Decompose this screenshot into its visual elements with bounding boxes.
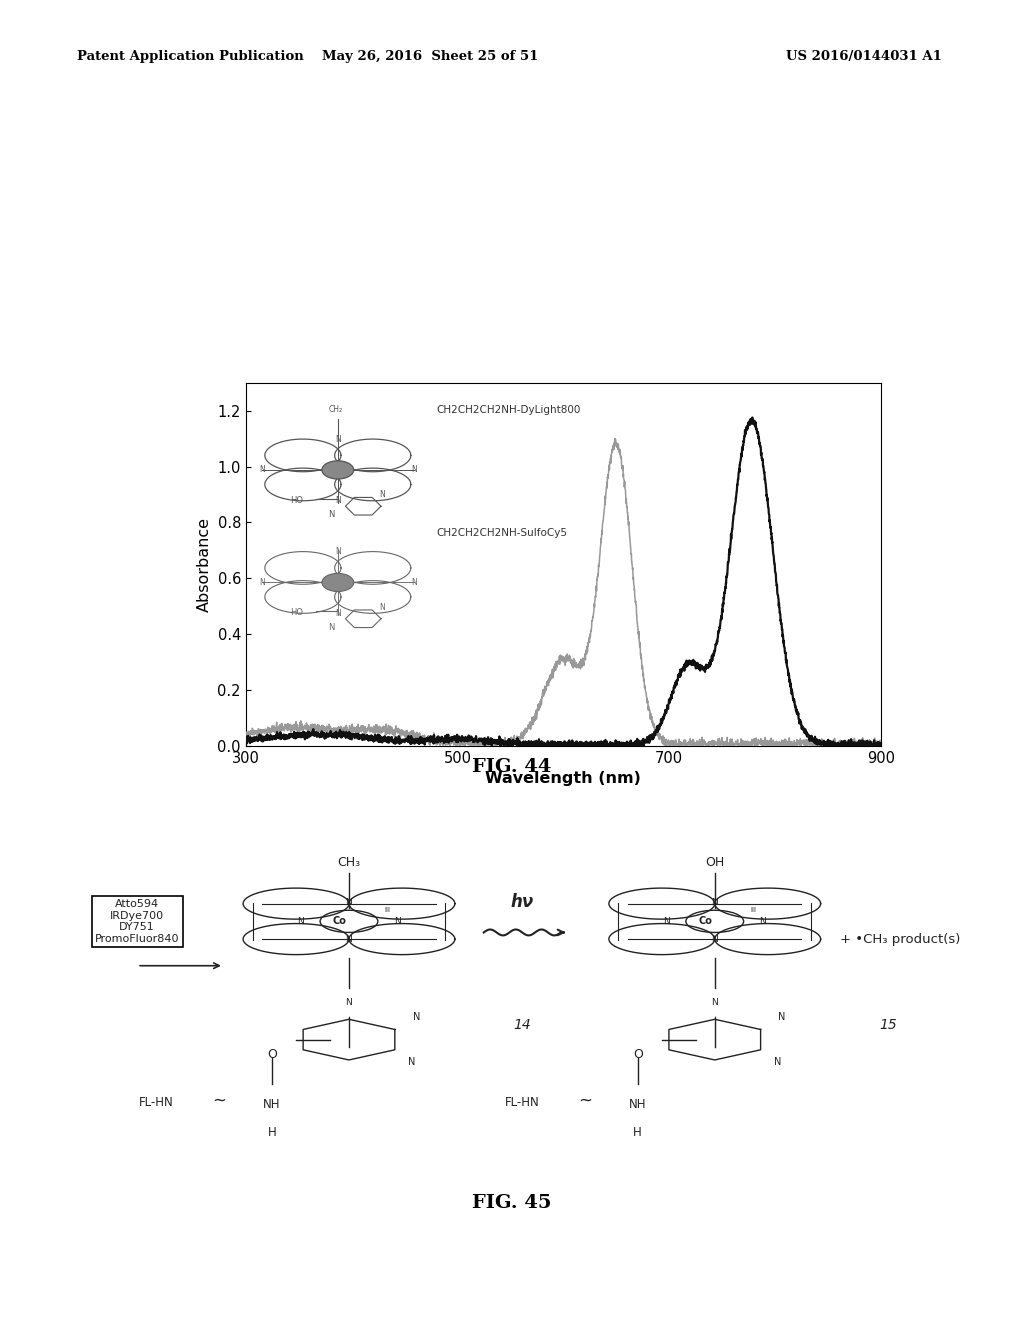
- Text: N: N: [411, 466, 417, 474]
- Text: NH: NH: [263, 1098, 281, 1111]
- Text: O: O: [267, 1048, 276, 1061]
- Text: N: N: [259, 466, 264, 474]
- Text: N: N: [408, 1057, 416, 1067]
- Text: ~: ~: [578, 1092, 592, 1110]
- Text: N: N: [335, 496, 341, 506]
- Y-axis label: Absorbance: Absorbance: [197, 517, 212, 611]
- Text: FIG. 44: FIG. 44: [472, 758, 552, 776]
- Text: N: N: [335, 434, 341, 444]
- Text: N: N: [329, 623, 335, 632]
- Text: N: N: [712, 899, 718, 907]
- Text: 15: 15: [880, 1018, 897, 1032]
- Text: N: N: [335, 546, 341, 556]
- Text: N: N: [773, 1057, 781, 1067]
- Circle shape: [322, 461, 353, 479]
- Text: Atto594
IRDye700
DY751
PromoFluor840: Atto594 IRDye700 DY751 PromoFluor840: [95, 899, 179, 944]
- Circle shape: [322, 573, 353, 591]
- Text: N: N: [298, 917, 304, 925]
- Text: N: N: [259, 578, 264, 587]
- Text: N: N: [712, 998, 718, 1007]
- Text: 14: 14: [513, 1018, 531, 1032]
- Text: CH2CH2CH2NH-DyLight800: CH2CH2CH2NH-DyLight800: [436, 405, 581, 414]
- Text: N: N: [778, 1012, 785, 1023]
- Text: O: O: [633, 1048, 643, 1061]
- Text: CH2CH2CH2NH-SulfoCy5: CH2CH2CH2NH-SulfoCy5: [436, 528, 567, 539]
- Text: N: N: [329, 510, 335, 519]
- Text: III: III: [751, 907, 757, 913]
- Text: N: N: [394, 917, 400, 925]
- Text: + •CH₃ product(s): + •CH₃ product(s): [840, 933, 961, 946]
- Text: US 2016/0144031 A1: US 2016/0144031 A1: [786, 50, 942, 63]
- Text: CH₃: CH₃: [338, 855, 360, 869]
- X-axis label: Wavelength (nm): Wavelength (nm): [485, 771, 641, 787]
- Text: FL-HN: FL-HN: [139, 1096, 174, 1109]
- Text: N: N: [346, 936, 352, 944]
- Text: N: N: [379, 603, 385, 611]
- Text: OH: OH: [706, 855, 724, 869]
- Text: N: N: [760, 917, 766, 925]
- Text: FL-HN: FL-HN: [505, 1096, 540, 1109]
- Text: H: H: [267, 1126, 276, 1139]
- Text: FIG. 45: FIG. 45: [472, 1193, 552, 1212]
- Text: N: N: [712, 936, 718, 944]
- Text: HO: HO: [290, 609, 303, 618]
- Text: hν: hν: [511, 892, 534, 911]
- Text: HO: HO: [290, 495, 303, 504]
- Text: N: N: [413, 1012, 420, 1023]
- Text: H: H: [634, 1126, 642, 1139]
- Text: N: N: [664, 917, 670, 925]
- Text: Co: Co: [698, 916, 712, 927]
- Text: N: N: [346, 998, 352, 1007]
- Text: N: N: [346, 899, 352, 907]
- Text: Patent Application Publication: Patent Application Publication: [77, 50, 303, 63]
- Text: Co: Co: [333, 916, 346, 927]
- Text: N: N: [335, 609, 341, 618]
- Text: ~: ~: [212, 1092, 226, 1110]
- Text: N: N: [379, 490, 385, 499]
- Text: NH: NH: [629, 1098, 646, 1111]
- Text: CH₂: CH₂: [329, 405, 342, 414]
- Text: III: III: [384, 907, 390, 913]
- Text: May 26, 2016  Sheet 25 of 51: May 26, 2016 Sheet 25 of 51: [322, 50, 539, 63]
- Text: N: N: [411, 578, 417, 587]
